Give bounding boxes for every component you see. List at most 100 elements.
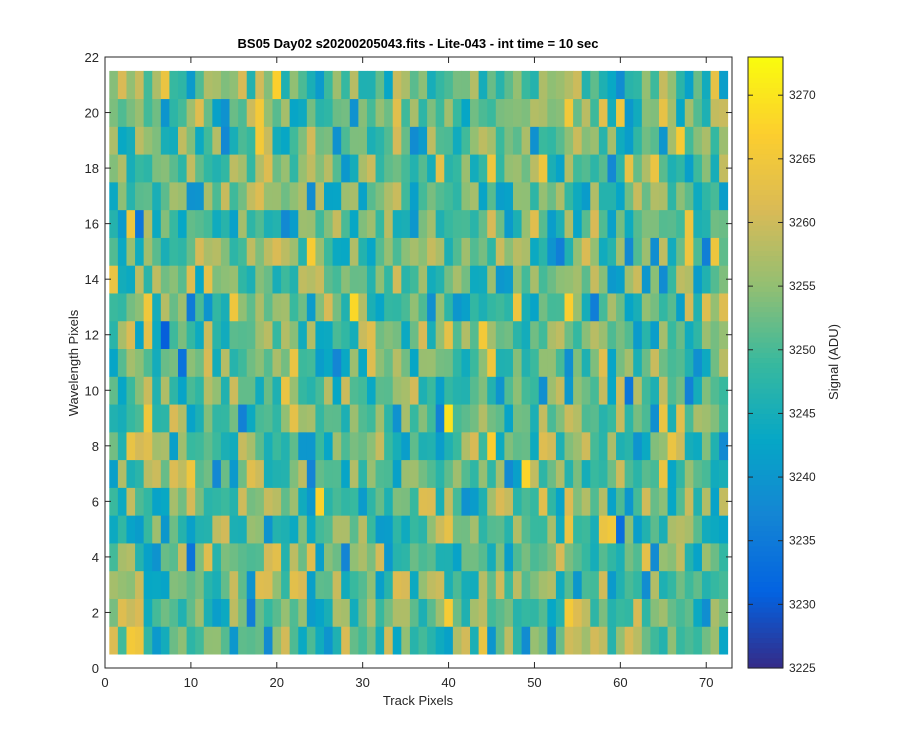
colorbar-tick-label: 3250	[789, 343, 816, 357]
heatmap-cell	[212, 487, 222, 516]
heatmap-cell	[169, 98, 179, 127]
heatmap-cell	[358, 404, 368, 433]
colorbar-tick-label: 3270	[789, 88, 816, 102]
heatmap-cell	[298, 404, 308, 433]
heatmap-cell	[341, 209, 351, 238]
heatmap-cell	[581, 598, 591, 627]
heatmap-cell	[418, 98, 428, 127]
heatmap-cell	[641, 348, 651, 377]
heatmap-cell	[633, 348, 643, 377]
heatmap-cell	[109, 181, 119, 211]
heatmap-cell	[384, 293, 394, 322]
colorbar-band	[748, 128, 783, 134]
heatmap-cell	[160, 348, 170, 377]
heatmap-cell	[427, 626, 437, 655]
heatmap-cell	[109, 209, 119, 238]
heatmap-cell	[701, 126, 711, 155]
heatmap-cell	[306, 320, 316, 350]
heatmap-cell	[212, 626, 222, 655]
heatmap-cell	[555, 431, 565, 461]
heatmap-cell	[341, 70, 351, 100]
heatmap-cell	[547, 459, 557, 488]
heatmap-cell	[658, 459, 668, 488]
heatmap-cell	[298, 265, 308, 294]
heatmap-cell	[598, 181, 608, 211]
heatmap-cell	[341, 487, 351, 516]
heatmap-cell	[366, 265, 376, 294]
heatmap-cell	[470, 431, 480, 461]
heatmap-cell	[607, 237, 617, 266]
heatmap-cell	[710, 126, 720, 155]
heatmap-cell	[401, 154, 411, 183]
colorbar-band	[748, 260, 783, 267]
heatmap-cell	[530, 543, 540, 572]
heatmap-cell	[538, 126, 548, 155]
heatmap-cell	[573, 154, 583, 183]
heatmap-cell	[195, 237, 205, 266]
heatmap-cell	[169, 404, 179, 433]
heatmap-cell	[315, 404, 325, 433]
heatmap-cell	[624, 320, 634, 350]
heatmap-cell	[427, 404, 437, 433]
heatmap-cell	[306, 154, 316, 183]
heatmap-cell	[169, 598, 179, 627]
heatmap-cell	[298, 181, 308, 211]
heatmap-cell	[650, 293, 660, 322]
heatmap-cell	[710, 431, 720, 461]
heatmap-cell	[195, 598, 205, 627]
heatmap-cell	[693, 515, 703, 544]
heatmap-cell	[186, 543, 196, 572]
heatmap-cell	[255, 98, 265, 127]
heatmap-cell	[203, 237, 213, 266]
heatmap-cell	[452, 70, 462, 100]
heatmap-cell	[117, 515, 127, 544]
heatmap-cell	[444, 626, 454, 655]
heatmap-cell	[375, 98, 385, 127]
heatmap-cell	[719, 209, 729, 238]
heatmap-cell	[478, 237, 488, 266]
heatmap-cell	[263, 431, 273, 461]
heatmap-cell	[427, 348, 437, 377]
heatmap-cell	[212, 459, 222, 488]
heatmap-cell	[401, 404, 411, 433]
heatmap-cell	[564, 626, 574, 655]
heatmap-cell	[530, 154, 540, 183]
heatmap-cell	[306, 293, 316, 322]
heatmap-cell	[435, 515, 445, 544]
heatmap-cell	[495, 265, 505, 294]
heatmap-cell	[281, 376, 291, 405]
heatmap-cell	[324, 487, 334, 516]
heatmap-cell	[186, 376, 196, 405]
heatmap-cell	[435, 181, 445, 211]
heatmap-cell	[547, 626, 557, 655]
heatmap-cell	[117, 626, 127, 655]
heatmap-cell	[607, 431, 617, 461]
heatmap-cell	[564, 348, 574, 377]
heatmap-cell	[624, 70, 634, 100]
heatmap-cell	[169, 515, 179, 544]
heatmap-cell	[117, 376, 127, 405]
heatmap-cell	[178, 181, 187, 211]
heatmap-cell	[160, 154, 170, 183]
heatmap-cell	[607, 515, 617, 544]
heatmap-cell	[693, 237, 703, 266]
heatmap-cell	[487, 293, 497, 322]
colorbar-band	[748, 189, 783, 196]
heatmap-cell	[384, 598, 394, 627]
colorbar-band	[748, 510, 783, 516]
heatmap-cell	[495, 154, 505, 183]
heatmap-cell	[538, 209, 548, 238]
heatmap-cell	[444, 237, 454, 266]
heatmap-cell	[306, 431, 316, 461]
heatmap-cell	[478, 209, 488, 238]
heatmap-cell	[461, 265, 471, 294]
heatmap-cell	[246, 404, 256, 433]
heatmap-cell	[229, 265, 239, 294]
heatmap-cell	[719, 126, 729, 155]
heatmap-cell	[332, 570, 342, 599]
colorbar-band	[748, 545, 783, 552]
heatmap-cell	[538, 404, 548, 433]
heatmap-cell	[435, 154, 445, 183]
heatmap-cell	[281, 570, 291, 599]
heatmap-cell	[495, 320, 505, 350]
